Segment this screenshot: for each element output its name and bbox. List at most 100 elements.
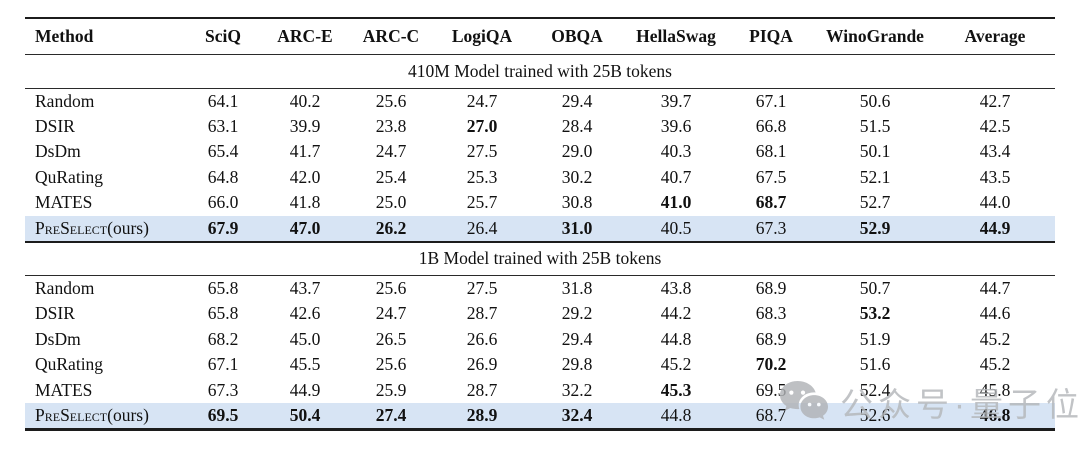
value-cell: 68.2: [207, 328, 239, 349]
column-header-average: Average: [964, 25, 1026, 46]
value-cell: 29.2: [561, 303, 593, 324]
section-title: 410M Model trained with 25B tokens: [408, 60, 672, 81]
column-header-logiqa: LogiQA: [451, 25, 513, 46]
value-cell: 31.8: [561, 278, 593, 298]
value-cell: 67.3: [755, 217, 787, 238]
value-cell: 67.5: [755, 166, 787, 187]
value-cell: 45.5: [289, 354, 321, 375]
value-cell: 67.1: [207, 354, 239, 375]
value-cell: 28.7: [466, 303, 498, 324]
value-cell: 68.7: [755, 405, 787, 425]
benchmark-results-table: Method SciQ ARC-E ARC-C LogiQA OBQA Hell…: [25, 17, 1055, 431]
value-cell: 42.7: [979, 90, 1011, 111]
value-cell: 25.6: [375, 354, 407, 375]
value-cell: 39.6: [660, 115, 692, 136]
value-cell: 66.8: [755, 115, 787, 136]
value-cell: 52.6: [859, 405, 891, 425]
value-cell: 67.3: [207, 379, 239, 400]
value-cell: 70.2: [755, 354, 787, 375]
method-cell: DSIR: [35, 303, 75, 324]
method-cell: DSIR: [35, 115, 75, 136]
value-cell: 68.9: [755, 328, 787, 349]
value-cell: 44.9: [979, 217, 1011, 238]
value-cell: 29.0: [561, 141, 593, 162]
value-cell: 40.5: [660, 217, 692, 238]
table-row-dsir: DSIR 65.8 42.6 24.7 28.7 29.2 44.2 68.3 53.2 44.6: [25, 301, 1055, 327]
value-cell: 44.9: [289, 379, 321, 400]
table-row-dsdm: DsDm 68.2 45.0 26.5 26.6 29.4 44.8 68.9 51.9 45.2: [25, 327, 1055, 353]
method-cell: PreSelect(ours): [35, 217, 149, 238]
value-cell: 69.5: [755, 379, 787, 400]
value-cell: 25.9: [375, 379, 407, 400]
value-cell: 23.8: [375, 115, 407, 136]
value-cell: 65.8: [207, 303, 239, 324]
value-cell: 43.8: [660, 278, 692, 298]
value-cell: 50.1: [859, 141, 891, 162]
value-cell: 30.8: [561, 192, 593, 213]
section-title-row: 1B Model trained with 25B tokens: [25, 242, 1055, 276]
value-cell: 27.0: [466, 115, 498, 136]
value-cell: 43.7: [289, 278, 321, 298]
value-cell: 68.7: [755, 192, 787, 213]
value-cell: 52.9: [859, 217, 891, 238]
method-cell: MATES: [35, 379, 93, 400]
section-title: 1B Model trained with 25B tokens: [418, 248, 662, 269]
value-cell: 26.2: [375, 217, 407, 238]
value-cell: 44.7: [979, 278, 1011, 298]
value-cell: 52.7: [859, 192, 891, 213]
table-row-mates: MATES 67.3 44.9 25.9 28.7 32.2 45.3 69.5 52.4 45.…: [25, 378, 1055, 404]
table-row-random: Random 64.1 40.2 25.6 24.7 29.4 39.7 67.1 50.6 42…: [25, 88, 1055, 114]
value-cell: 27.5: [466, 278, 498, 298]
value-cell: 25.7: [466, 192, 498, 213]
value-cell: 28.9: [466, 405, 498, 425]
table-row-random: Random 65.8 43.7 25.6 27.5 31.8 43.8 68.9 50.7 44…: [25, 276, 1055, 302]
value-cell: 41.8: [289, 192, 321, 213]
table-row-qurating: QuRating 64.8 42.0 25.4 25.3 30.2 40.7 67.5 52.1…: [25, 165, 1055, 191]
value-cell: 44.6: [979, 303, 1011, 324]
value-cell: 68.9: [755, 278, 787, 298]
value-cell: 24.7: [466, 90, 498, 111]
value-cell: 50.4: [289, 405, 321, 425]
value-cell: 44.0: [979, 192, 1011, 213]
value-cell: 39.7: [660, 90, 692, 111]
value-cell: 29.4: [561, 90, 593, 111]
value-cell: 41.7: [289, 141, 321, 162]
value-cell: 50.7: [859, 278, 891, 298]
method-cell: Random: [35, 278, 95, 298]
column-header-obqa: OBQA: [551, 25, 603, 46]
value-cell: 30.2: [561, 166, 593, 187]
value-cell: 41.0: [660, 192, 692, 213]
value-cell: 28.4: [561, 115, 593, 136]
value-cell: 52.4: [859, 379, 891, 400]
value-cell: 64.1: [207, 90, 239, 111]
value-cell: 25.0: [375, 192, 407, 213]
value-cell: 42.0: [289, 166, 321, 187]
value-cell: 45.2: [979, 328, 1011, 349]
table-row-qurating: QuRating 67.1 45.5 25.6 26.9 29.8 45.2 70.2 51.6…: [25, 352, 1055, 378]
value-cell: 45.2: [979, 354, 1011, 375]
value-cell: 24.7: [375, 141, 407, 162]
value-cell: 27.5: [466, 141, 498, 162]
table-header-row: Method SciQ ARC-E ARC-C LogiQA OBQA Hell…: [25, 18, 1055, 54]
value-cell: 26.5: [375, 328, 407, 349]
value-cell: 40.3: [660, 141, 692, 162]
column-header-piqa: PIQA: [749, 25, 793, 46]
value-cell: 44.2: [660, 303, 692, 324]
value-cell: 69.5: [207, 405, 239, 425]
value-cell: 65.8: [207, 278, 239, 298]
value-cell: 63.1: [207, 115, 239, 136]
value-cell: 24.7: [375, 303, 407, 324]
table-row-preselect: PreSelect(ours) 69.5 50.4 27.4 28.9 32.4 44.8 6…: [25, 403, 1055, 430]
method-cell: DsDm: [35, 328, 81, 349]
value-cell: 42.6: [289, 303, 321, 324]
value-cell: 51.9: [859, 328, 891, 349]
value-cell: 51.6: [859, 354, 891, 375]
value-cell: 39.9: [289, 115, 321, 136]
value-cell: 26.4: [466, 217, 498, 238]
method-cell: Random: [35, 90, 95, 111]
value-cell: 31.0: [561, 217, 593, 238]
column-header-method: Method: [35, 25, 94, 46]
value-cell: 32.2: [561, 379, 593, 400]
value-cell: 25.4: [375, 166, 407, 187]
